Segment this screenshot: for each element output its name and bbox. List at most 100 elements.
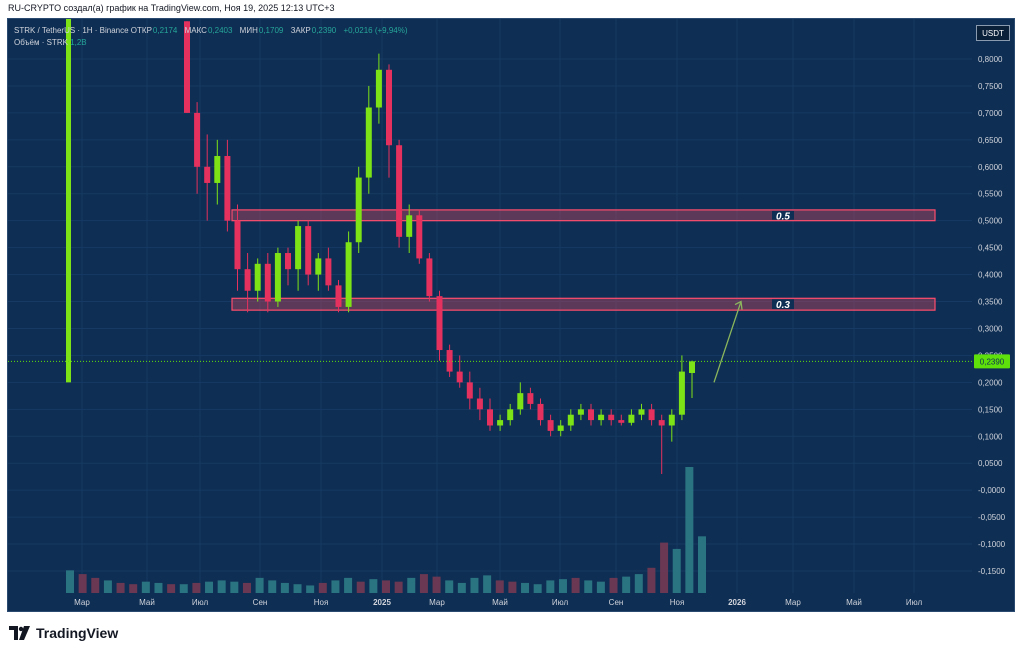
price-tick-label: 0,3500: [978, 298, 1003, 307]
volume-bar: [419, 574, 428, 593]
volume-bar: [129, 584, 138, 593]
chart-panel[interactable]: 0.5 0.3 0,8000 0,7500 0,7000 0,6500 0,6000 0,5…: [7, 18, 1015, 612]
volume-bar: [369, 579, 378, 593]
price-tick-label: -0,1500: [978, 567, 1006, 576]
volume-bars: [66, 467, 706, 593]
candle-body: [497, 420, 504, 426]
candle-body: [618, 420, 625, 423]
legend-ohlc-row: STRK / TetherUS · 1H · Binance ОТКР0,217…: [14, 25, 408, 37]
currency-button[interactable]: USDT: [976, 25, 1010, 41]
time-tick-label: Май: [846, 598, 862, 607]
time-tick-label: Июл: [192, 598, 209, 607]
volume-bar: [432, 576, 441, 593]
volume-bar: [192, 582, 201, 593]
zone-box: [231, 297, 936, 311]
chart-attribution: RU-CRYPTO создал(а) график на TradingVie…: [8, 3, 335, 13]
candle-body: [184, 21, 190, 113]
candle-body: [537, 403, 544, 421]
candle-body: [507, 409, 514, 421]
candle-body: [436, 296, 443, 351]
candle-body: [204, 166, 211, 183]
candle-body: [375, 69, 382, 108]
volume-bar: [293, 584, 302, 593]
candle-body: [214, 156, 221, 183]
price-tick-label: 0,8000: [978, 55, 1003, 64]
candle-body: [295, 226, 302, 270]
time-tick-label: Май: [139, 598, 155, 607]
legend-high-value: 0,2403: [207, 26, 233, 35]
volume-bar: [546, 580, 555, 593]
zone-box: [231, 209, 936, 222]
candle-body: [557, 425, 564, 431]
candle-body: [264, 263, 271, 302]
price-tick-label: 0,0500: [978, 459, 1003, 468]
legend-open-value: 0,2174: [152, 26, 178, 35]
time-tick-label: Ноя: [314, 598, 329, 607]
volume-bar: [571, 577, 580, 593]
candle-body: [335, 285, 342, 307]
candle-body: [466, 382, 473, 399]
price-tick-label: 0,6000: [978, 163, 1003, 172]
spike-bar: [66, 19, 71, 383]
price-chart[interactable]: 0.5 0.3 0,8000 0,7500 0,7000 0,6500 0,6000 0,5…: [8, 19, 1014, 611]
time-tick-label: 2026: [728, 598, 746, 607]
projection-arrow: [713, 300, 743, 383]
price-tick-label: 0,5000: [978, 217, 1003, 226]
volume-bar: [230, 581, 239, 593]
candle-body: [315, 258, 322, 275]
time-tick-label: Мар: [74, 598, 90, 607]
volume-bar: [78, 574, 87, 593]
candle-body: [224, 156, 231, 221]
legend-close-value: 0,2390: [311, 26, 337, 35]
price-tick-label: 0,3000: [978, 324, 1003, 333]
volume-bar: [179, 584, 188, 593]
candle-body: [305, 226, 312, 275]
volume-bar: [508, 581, 517, 593]
volume-bar: [445, 580, 454, 593]
volume-bar: [255, 577, 264, 593]
zone-label: 0.3: [776, 300, 790, 311]
candle-body: [426, 258, 433, 297]
volume-bar: [66, 570, 74, 593]
volume-bar: [685, 467, 694, 593]
candle-body: [648, 409, 655, 421]
volume-bar: [217, 580, 226, 593]
candle-body: [355, 177, 362, 243]
zone-label-box: [772, 299, 794, 310]
price-tick-label: 0,5500: [978, 190, 1003, 199]
price-tick-label: 0,1500: [978, 405, 1003, 414]
tradingview-logo-icon: [9, 626, 30, 640]
tradingview-logo[interactable]: TradingView: [9, 624, 118, 642]
volume-bar: [558, 579, 567, 593]
zone-label: 0.5: [776, 211, 790, 222]
volume-bar: [622, 576, 631, 593]
candle-body: [396, 145, 403, 237]
candle-body: [274, 253, 281, 302]
candle-body: [689, 361, 695, 373]
volume-bar: [205, 581, 214, 593]
candle-body: [254, 263, 261, 291]
legend-open-label: ОТКР: [130, 26, 152, 35]
volume-bar: [660, 542, 669, 593]
time-tick-label: Май: [492, 598, 508, 607]
arrow-head: [734, 300, 743, 310]
last-price-label: 0,2390: [980, 357, 1005, 366]
volume-bar: [141, 581, 150, 593]
price-tick-label: -0,0500: [978, 513, 1006, 522]
candle-body: [325, 258, 332, 286]
candle-body: [527, 393, 534, 404]
candle-body: [668, 414, 675, 426]
candle-body: [285, 253, 291, 270]
price-tick-label: 0,1000: [978, 432, 1003, 441]
candle-body: [608, 414, 615, 421]
candle-body: [658, 420, 665, 426]
volume-bar: [584, 580, 593, 593]
volume-bar: [483, 575, 492, 593]
legend-volume-value: 1,2B: [70, 38, 87, 47]
candle-body: [638, 409, 645, 415]
volume-bar: [167, 584, 176, 593]
volume-bar: [596, 581, 605, 593]
price-tick-label: -0,1000: [978, 540, 1006, 549]
time-tick-label: Мар: [429, 598, 445, 607]
volume-bar: [698, 536, 706, 593]
